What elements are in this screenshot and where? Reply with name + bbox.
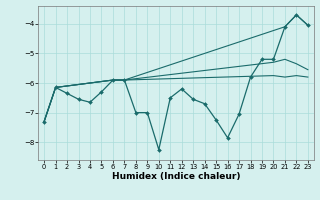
X-axis label: Humidex (Indice chaleur): Humidex (Indice chaleur) <box>112 172 240 181</box>
